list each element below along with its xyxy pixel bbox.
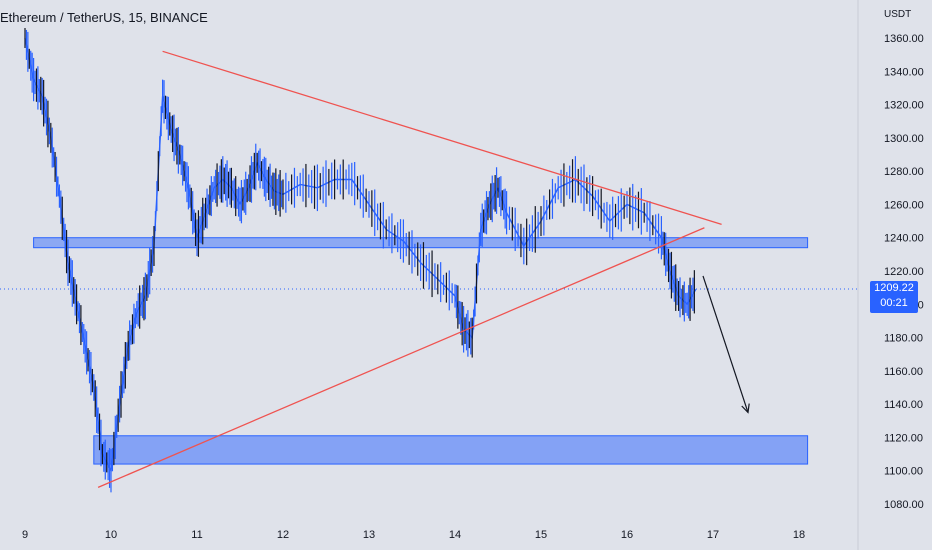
y-tick-label: 1280.00 [884,166,924,178]
x-tick-label: 12 [277,529,289,541]
y-tick-label: 1100.00 [884,466,923,478]
y-tick-label: 1240.00 [884,233,924,245]
x-tick-label: 14 [449,529,461,541]
x-tick-label: 11 [191,529,202,541]
x-tick-label: 15 [535,529,547,541]
currency-label: USDT [884,9,912,20]
last-price-badge: 1209.22 00:21 [870,281,918,313]
price-axis-panel [858,0,932,550]
candle-countdown: 00:21 [880,297,908,309]
y-tick-label: 1220.00 [884,266,924,278]
projection-arrow-head [741,403,750,414]
y-tick-label: 1260.00 [884,199,924,211]
x-tick-label: 10 [105,529,117,541]
y-tick-label: 1180.00 [884,333,923,345]
y-tick-label: 1320.00 [884,100,924,112]
y-tick-label: 1340.00 [884,66,924,78]
chart-title: Ethereum / TetherUS, 15, BINANCE [0,10,208,25]
y-tick-label: 1080.00 [884,499,924,511]
y-tick-label: 1160.00 [884,366,923,378]
trendline [97,227,705,488]
y-tick-label: 1360.00 [884,33,924,45]
x-tick-label: 18 [793,529,805,541]
projection-arrow [702,275,749,413]
zone-rectangle [93,435,809,465]
y-tick-label: 1300.00 [884,133,924,145]
x-tick-label: 13 [363,529,375,541]
last-price-value: 1209.22 [874,282,914,294]
trendline [162,50,722,226]
x-tick-label: 9 [22,529,28,541]
x-tick-label: 17 [707,529,719,541]
price-series-line [24,37,697,474]
y-tick-label: 1120.00 [884,432,923,444]
y-tick-label: 1140.00 [884,399,923,411]
x-tick-label: 16 [621,529,633,541]
